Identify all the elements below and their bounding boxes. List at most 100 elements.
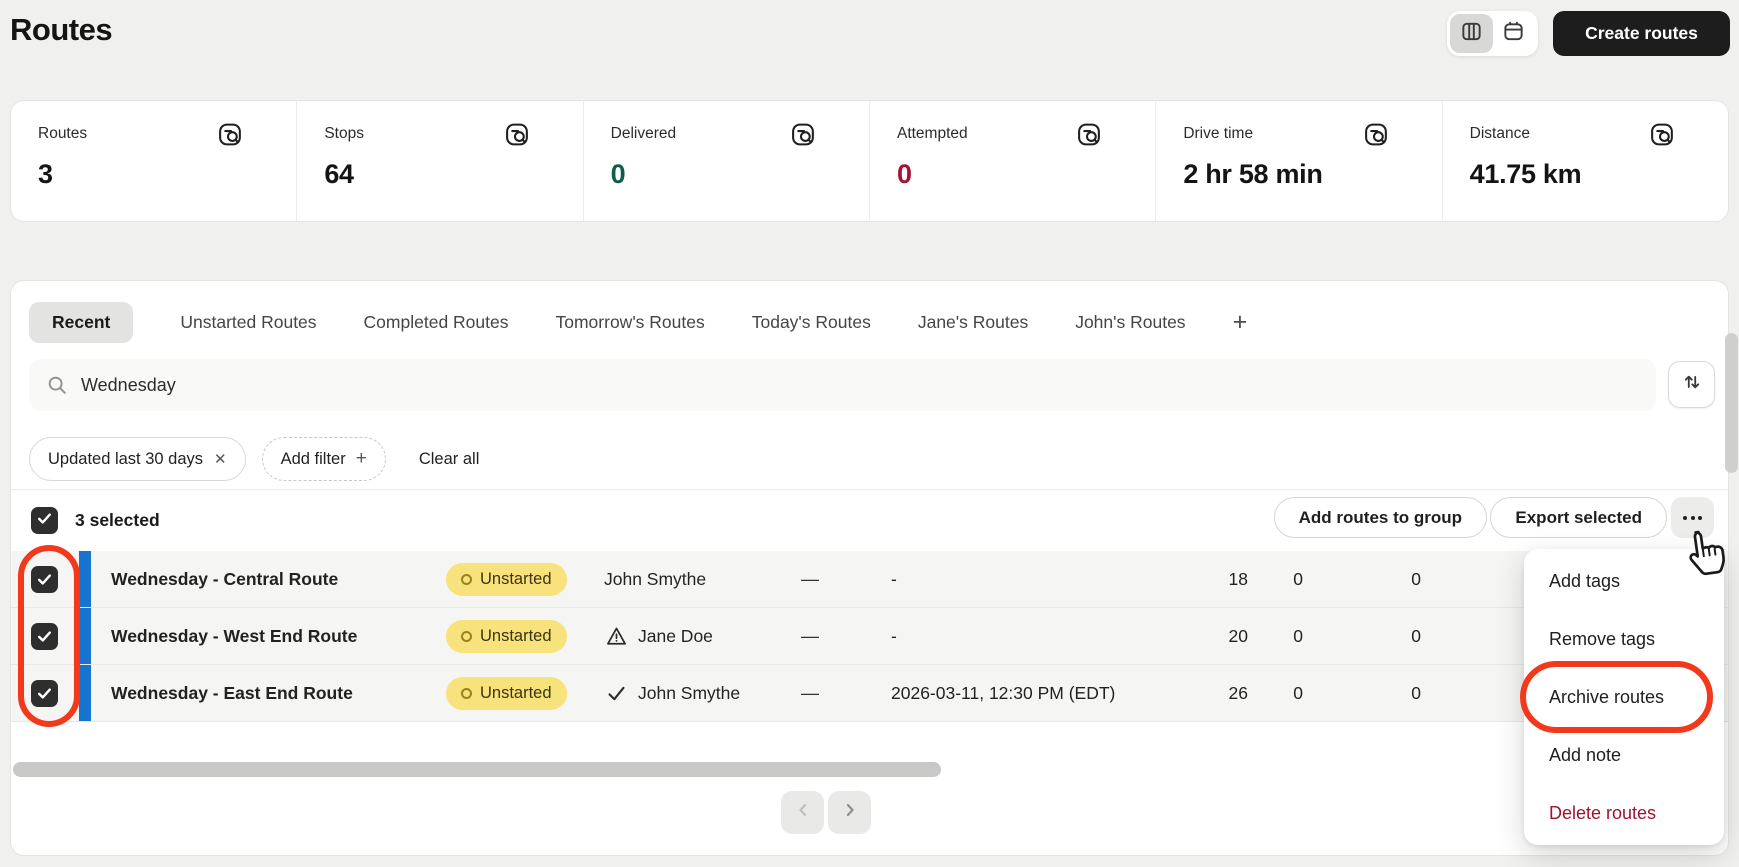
attempted-count: 0	[1411, 626, 1421, 646]
tab-unstarted-routes[interactable]: Unstarted Routes	[180, 311, 317, 332]
hand-cursor-icon	[1678, 525, 1731, 584]
menu-item-add-tags[interactable]: Add tags	[1549, 571, 1621, 591]
stat-label: Attempted	[896, 125, 968, 142]
driver-cell: John Smythe	[604, 551, 706, 608]
view-toggle	[1447, 11, 1538, 56]
stat-search-icon[interactable]	[790, 121, 817, 153]
stat-search-icon[interactable]	[1649, 121, 1676, 153]
delivered-count: 0	[1293, 683, 1303, 703]
row-checkbox[interactable]	[31, 623, 58, 650]
stat-label: Routes	[38, 125, 88, 142]
stat-search-icon[interactable]	[1076, 121, 1103, 153]
sort-button[interactable]	[1668, 361, 1715, 408]
next-page-button[interactable]	[828, 791, 871, 834]
stat-search-icon[interactable]	[217, 121, 244, 153]
route-color-bar	[79, 665, 91, 721]
warning-icon	[604, 625, 628, 648]
tab-todays-routes[interactable]: Today's Routes	[751, 311, 871, 332]
horizontal-scrollbar[interactable]	[13, 762, 941, 777]
more-actions-button[interactable]	[1671, 497, 1714, 538]
filter-chip-label: Updated last 30 days	[48, 449, 204, 468]
stats-card: Routes 3 Stops 64 Delivered	[10, 100, 1729, 222]
attempted-count: 0	[1411, 683, 1421, 703]
create-routes-button[interactable]: Create routes	[1553, 11, 1730, 56]
stat-label: Stops	[324, 125, 364, 142]
plus-icon: +	[355, 448, 367, 469]
stat-value: 41.75 km	[1469, 159, 1582, 189]
status-label: Unstarted	[480, 627, 552, 645]
menu-item-remove-tags[interactable]: Remove tags	[1549, 629, 1656, 649]
menu-item-add-note[interactable]: Add note	[1549, 745, 1622, 765]
add-filter-button[interactable]: Add filter +	[261, 437, 386, 481]
driver-cell: Jane Doe	[604, 608, 713, 665]
progress-dash: —	[801, 626, 819, 646]
filter-chip-updated[interactable]: Updated last 30 days ✕	[29, 437, 246, 481]
calendar-view-icon	[1502, 20, 1525, 48]
search-value: Wednesday	[81, 375, 176, 395]
stat-search-icon[interactable]	[504, 121, 531, 153]
table-view-icon	[1460, 20, 1483, 48]
tab-completed-routes[interactable]: Completed Routes	[363, 311, 509, 332]
calendar-view-button[interactable]	[1493, 14, 1536, 53]
tab-janes-routes[interactable]: Jane's Routes	[917, 311, 1029, 332]
stat-value: 64	[324, 159, 354, 189]
delivered-count: 0	[1293, 626, 1303, 646]
chevron-left-icon	[793, 800, 813, 825]
vertical-scrollbar[interactable]	[1725, 333, 1738, 473]
export-selected-button[interactable]: Export selected	[1490, 497, 1667, 538]
route-date: -	[891, 569, 897, 589]
clear-all-button[interactable]: Clear all	[418, 449, 480, 468]
status-badge: Unstarted	[446, 620, 567, 653]
stat-search-icon[interactable]	[1363, 121, 1390, 153]
page-title: Routes	[10, 12, 113, 47]
progress-dash: —	[801, 683, 819, 703]
prev-page-button[interactable]	[781, 791, 824, 834]
table-view-button[interactable]	[1450, 14, 1493, 53]
status-label: Unstarted	[480, 570, 552, 588]
driver-name: Jane Doe	[638, 626, 713, 646]
status-badge: Unstarted	[446, 677, 567, 710]
tab-tomorrows-routes[interactable]: Tomorrow's Routes	[555, 311, 705, 332]
table-row[interactable]: Wednesday - East End Route Unstarted Joh…	[11, 665, 1728, 722]
selected-count: 3 selected	[75, 510, 160, 530]
table-row[interactable]: Wednesday - Central Route Unstarted John…	[11, 551, 1728, 608]
row-checkbox[interactable]	[31, 566, 58, 593]
driver-cell: John Smythe	[604, 665, 740, 722]
selection-bar: 3 selected Add routes to group Export se…	[11, 490, 1728, 551]
status-label: Unstarted	[480, 684, 552, 702]
status-circle-icon	[461, 631, 472, 642]
add-tab-button[interactable]: +	[1232, 307, 1248, 336]
menu-item-delete-routes[interactable]: Delete routes	[1549, 803, 1657, 823]
route-color-bar	[79, 551, 91, 607]
add-routes-to-group-button[interactable]: Add routes to group	[1273, 497, 1487, 538]
sort-icon	[1681, 371, 1703, 398]
route-color-bar	[79, 608, 91, 664]
status-circle-icon	[461, 574, 472, 585]
search-icon	[46, 374, 68, 401]
tab-recent[interactable]: Recent	[29, 301, 134, 343]
stat-value: 2 hr 58 min	[1183, 159, 1323, 189]
routes-table: Wednesday - Central Route Unstarted John…	[11, 551, 1728, 722]
delivered-count: 0	[1293, 569, 1303, 589]
tab-johns-routes[interactable]: John's Routes	[1075, 311, 1186, 332]
stat-label: Distance	[1469, 125, 1530, 142]
route-name[interactable]: Wednesday - West End Route	[111, 626, 358, 646]
select-all-checkbox[interactable]	[31, 507, 58, 534]
route-name[interactable]: Wednesday - East End Route	[111, 683, 353, 703]
stat-value: 0	[896, 159, 912, 189]
attempted-count: 0	[1411, 569, 1421, 589]
routes-list-card: Recent Unstarted Routes Completed Routes…	[10, 280, 1729, 856]
progress-dash: —	[801, 569, 819, 589]
close-icon[interactable]: ✕	[214, 451, 227, 468]
stops-count: 26	[1228, 683, 1248, 703]
row-checkbox[interactable]	[31, 680, 58, 707]
search-input[interactable]: Wednesday	[29, 359, 1656, 411]
stops-count: 20	[1228, 626, 1248, 646]
chevron-right-icon	[840, 800, 860, 825]
menu-item-archive-routes[interactable]: Archive routes	[1549, 687, 1665, 707]
route-name[interactable]: Wednesday - Central Route	[111, 569, 339, 589]
table-row[interactable]: Wednesday - West End Route Unstarted Jan…	[11, 608, 1728, 665]
stat-attempted: Attempted 0	[868, 101, 1155, 221]
stat-stops: Stops 64	[296, 101, 582, 221]
